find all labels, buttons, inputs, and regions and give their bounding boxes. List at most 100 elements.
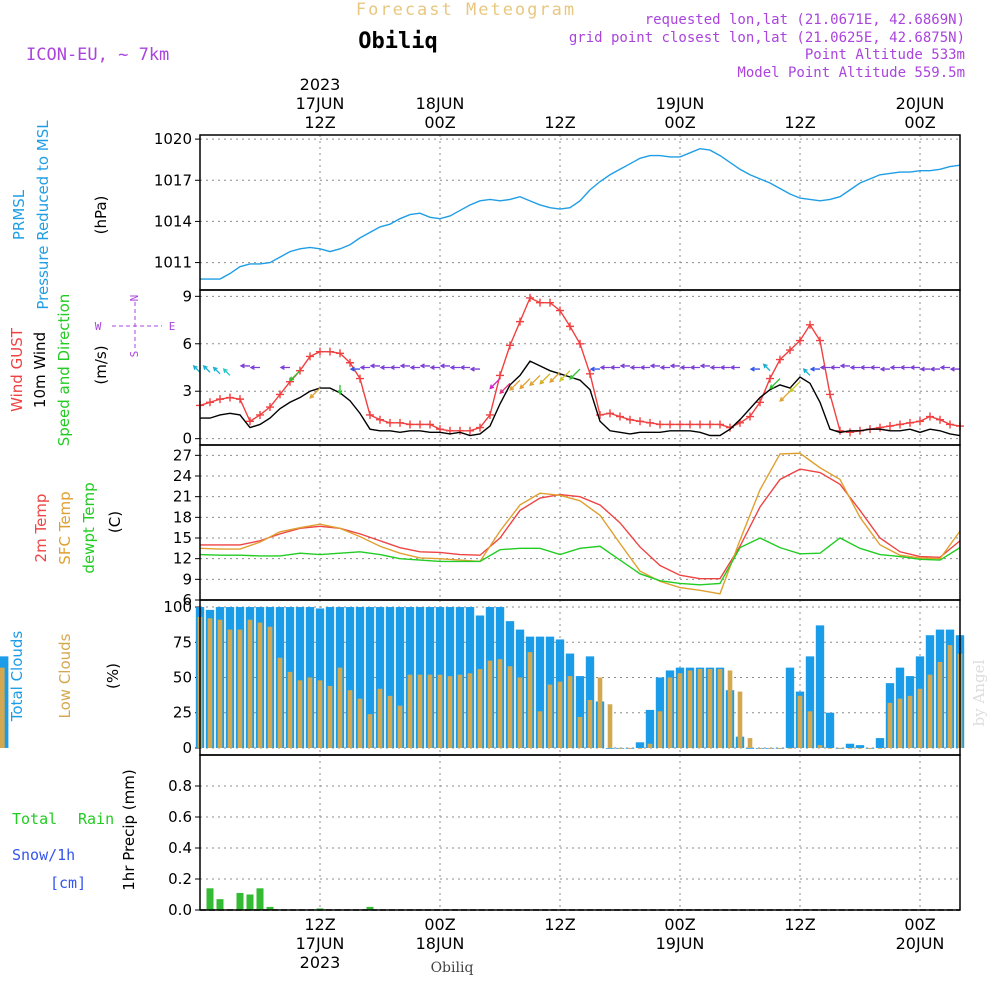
y-tick-label: 12 (173, 550, 192, 568)
gust-marker (756, 398, 764, 407)
low-cloud-bar (447, 676, 453, 748)
wind-direction-arrow (949, 366, 960, 372)
gust-marker (536, 298, 544, 307)
wind-direction-arrow (289, 370, 301, 382)
wind-direction-arrow (859, 365, 870, 370)
low-cloud-bar (647, 743, 653, 748)
wind-direction-arrow (929, 366, 940, 372)
time-label: 19JUN (656, 934, 705, 953)
precip-bar (256, 888, 264, 910)
time-label: 19JUN (656, 94, 705, 113)
y-tick-label: 100 (163, 598, 192, 616)
model-name: ICON-EU, ~ 7km (26, 45, 169, 65)
series-line-sfc-temp (199, 452, 961, 595)
gust-marker (936, 415, 944, 424)
compass-east: E (169, 320, 176, 333)
low-cloud-bar (287, 671, 293, 748)
wind-direction-arrow (409, 365, 420, 370)
time-label: 12Z (784, 915, 815, 934)
y-tick-label: 27 (173, 446, 192, 464)
wind-direction-arrow (519, 378, 531, 390)
gust-marker (546, 298, 554, 307)
low-cloud-bar (657, 711, 663, 748)
low-cloud-bar (307, 677, 313, 748)
cloud-label-low: Low Clouds (56, 633, 74, 718)
wind-direction-arrow (389, 365, 400, 370)
low-cloud-bar (267, 626, 273, 748)
low-cloud-bar (667, 677, 673, 748)
time-label: 2023 (300, 953, 341, 972)
total-cloud-bar (845, 743, 855, 748)
wind-direction-arrow (529, 374, 541, 387)
wind-direction-arrow (569, 368, 581, 380)
gust-marker (906, 418, 914, 427)
time-label: 17JUN (296, 934, 345, 953)
pressure-label-unit: (hPa) (92, 196, 110, 235)
panel-frame (199, 754, 961, 911)
gust-marker (636, 417, 644, 426)
wind-direction-arrow (399, 363, 410, 369)
gust-marker (266, 403, 274, 412)
gust-marker (346, 358, 354, 367)
gust-marker (336, 349, 344, 358)
wind-direction-arrow (729, 365, 740, 370)
total-cloud-bar (815, 625, 825, 748)
low-cloud-bar (767, 747, 773, 749)
wind-direction-arrow (499, 382, 511, 395)
gust-marker (926, 412, 934, 421)
gust-marker (836, 426, 844, 435)
gust-marker (386, 418, 394, 427)
gust-marker (466, 426, 474, 435)
pressure-label-prmsl: PRMSL (10, 189, 28, 240)
gust-marker (496, 371, 504, 380)
temp-label-unit: (C) (106, 511, 124, 533)
low-cloud-bar (327, 685, 333, 748)
total-cloud-bar (535, 636, 545, 748)
precip-bar (266, 906, 274, 910)
low-cloud-bar (827, 747, 833, 749)
wind-direction-arrow (939, 365, 950, 370)
y-tick-label: 0.6 (168, 808, 192, 826)
wind-direction-arrow (459, 365, 470, 370)
wind-direction-arrow (789, 381, 801, 393)
time-label: 20JUN (896, 934, 945, 953)
low-cloud-bar (907, 695, 913, 748)
gust-marker (946, 420, 954, 429)
low-cloud-bar (277, 657, 283, 748)
wind-direction-arrow (909, 365, 920, 370)
gust-marker (316, 347, 324, 356)
y-tick-label: 0.0 (168, 901, 192, 919)
wind-direction-arrow (839, 363, 850, 369)
low-cloud-bar (367, 714, 373, 748)
low-cloud-bar (797, 695, 803, 748)
gust-marker (296, 366, 304, 375)
y-tick-label: 9 (182, 570, 192, 588)
low-cloud-bar (727, 670, 733, 748)
panel-frame (199, 134, 961, 291)
total-cloud-bar (365, 607, 375, 748)
low-cloud-bar (917, 688, 923, 748)
watermark: by Angel (970, 659, 988, 726)
wind-direction-arrow (619, 363, 630, 369)
total-cloud-bar (875, 738, 885, 748)
y-tick-label: 0 (182, 430, 192, 448)
gust-marker (416, 420, 424, 429)
wind-direction-arrow (359, 365, 370, 370)
low-cloud-bar (737, 691, 743, 748)
temp-axis-labels: 2m Temp SFC Temp dewpt Temp (C) (32, 482, 124, 573)
low-cloud-bar (587, 700, 593, 748)
wind-direction-arrow (239, 363, 250, 369)
gust-marker (306, 352, 314, 361)
gust-marker (576, 339, 584, 348)
panel-precip: 0.0 0.2 0.4 0.6 0.8 (168, 754, 961, 919)
wind-label-10m: 10m Wind (31, 332, 49, 408)
wind-direction-arrow (762, 363, 771, 372)
wind-direction-arrow (899, 365, 910, 370)
total-cloud-bar (635, 742, 645, 748)
wind-direction-arrow (809, 366, 820, 372)
wind-direction-arrow (489, 378, 501, 390)
wind-direction-arrow (669, 363, 680, 369)
gust-marker (766, 374, 774, 383)
gust-marker (206, 398, 214, 407)
wind-direction-arrow (889, 365, 900, 370)
